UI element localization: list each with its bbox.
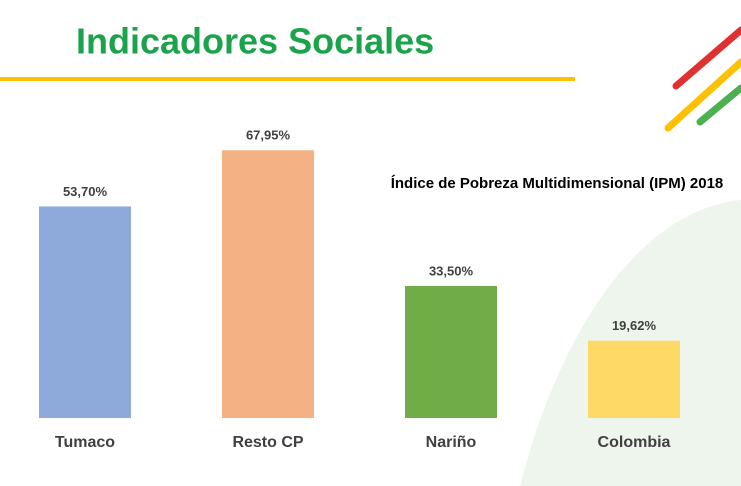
bar — [405, 286, 497, 418]
bar — [588, 340, 680, 418]
bar — [39, 206, 131, 418]
x-tick-label: Tumaco — [55, 434, 115, 451]
decor-stripe — [664, 58, 741, 132]
x-tick-label: Resto CP — [232, 434, 303, 451]
bar — [222, 150, 314, 419]
x-tick-label: Nariño — [426, 434, 477, 451]
value-label: 19,62% — [612, 318, 657, 333]
decor-stripe — [672, 26, 741, 90]
value-label: 67,95% — [246, 128, 291, 143]
chart-title: Índice de Pobreza Multidimensional (IPM)… — [391, 175, 724, 192]
decor-stripe — [696, 84, 741, 126]
slide-title: Indicadores Sociales — [76, 21, 434, 62]
value-label: 33,50% — [429, 263, 474, 278]
x-tick-label: Colombia — [598, 434, 671, 451]
value-label: 53,70% — [63, 184, 108, 199]
